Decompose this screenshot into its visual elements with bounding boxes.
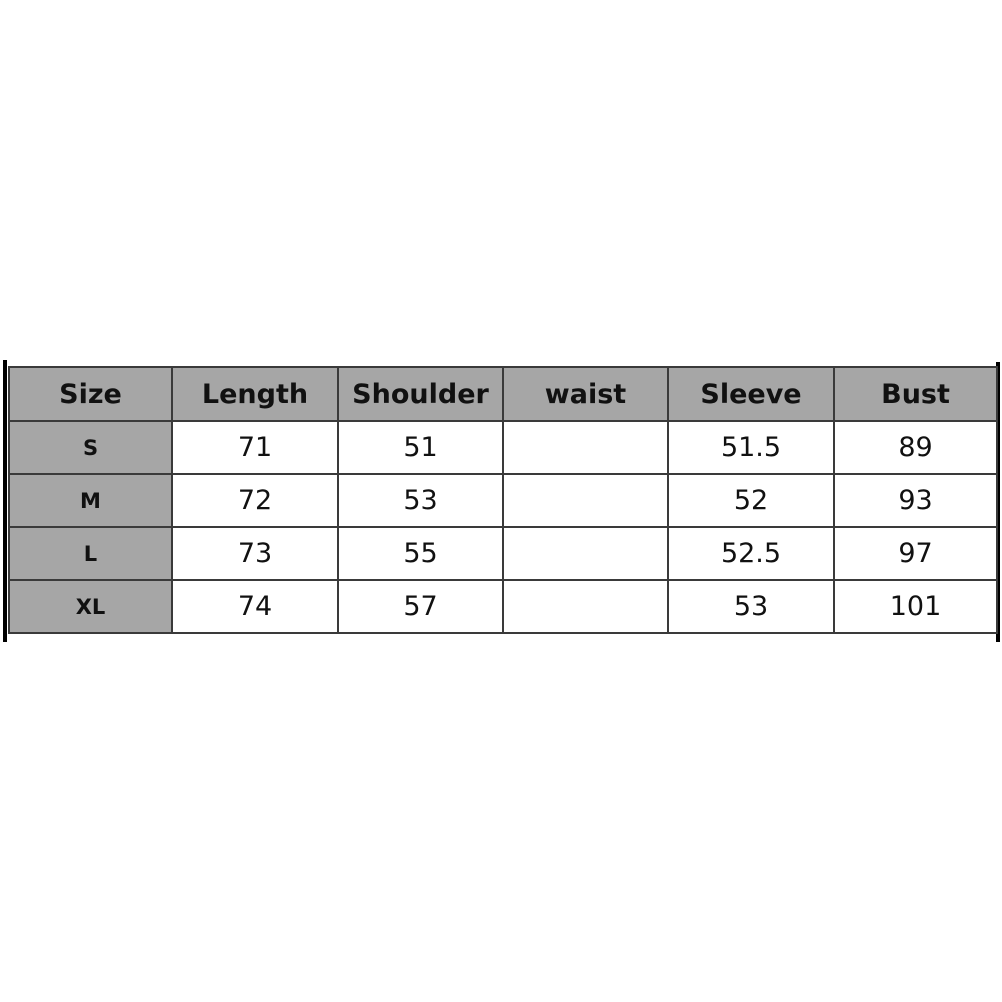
cell-waist	[502, 579, 669, 634]
header-row: Size Length Shoulder waist Sleeve Bust	[8, 366, 998, 422]
cell-sleeve: 51.5	[667, 420, 835, 475]
header-shoulder: Shoulder	[337, 366, 504, 422]
cell-length: 72	[171, 473, 339, 528]
cell-bust: 93	[833, 473, 998, 528]
cell-shoulder: 55	[337, 526, 504, 581]
cell-waist	[502, 420, 669, 475]
cell-shoulder: 57	[337, 579, 504, 634]
left-border-bar	[3, 360, 7, 642]
cell-bust: 89	[833, 420, 998, 475]
size-chart-table: Size Length Shoulder waist Sleeve Bust S…	[8, 366, 998, 634]
cell-length: 73	[171, 526, 339, 581]
header-bust: Bust	[833, 366, 998, 422]
cell-length: 74	[171, 579, 339, 634]
cell-shoulder: 53	[337, 473, 504, 528]
header-waist: waist	[502, 366, 669, 422]
table-row: M 72 53 52 93	[8, 473, 998, 528]
table-row: L 73 55 52.5 97	[8, 526, 998, 581]
cell-size: S	[8, 420, 173, 475]
header-size: Size	[8, 366, 173, 422]
cell-bust: 101	[833, 579, 998, 634]
cell-size: L	[8, 526, 173, 581]
cell-size: XL	[8, 579, 173, 634]
cell-shoulder: 51	[337, 420, 504, 475]
cell-sleeve: 53	[667, 579, 835, 634]
table-row: S 71 51 51.5 89	[8, 420, 998, 475]
table-row: XL 74 57 53 101	[8, 579, 998, 634]
cell-sleeve: 52.5	[667, 526, 835, 581]
cell-waist	[502, 473, 669, 528]
cell-bust: 97	[833, 526, 998, 581]
cell-length: 71	[171, 420, 339, 475]
header-length: Length	[171, 366, 339, 422]
cell-waist	[502, 526, 669, 581]
cell-sleeve: 52	[667, 473, 835, 528]
right-border-bar	[996, 362, 1000, 642]
header-sleeve: Sleeve	[667, 366, 835, 422]
cell-size: M	[8, 473, 173, 528]
